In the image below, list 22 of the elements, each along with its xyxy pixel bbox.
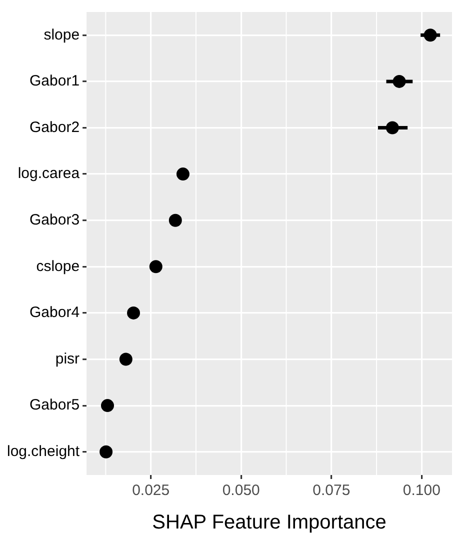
y-tick-label: Gabor1 (30, 72, 80, 90)
point (100, 445, 113, 458)
x-tick-label: 0.025 (132, 482, 170, 500)
point (101, 399, 114, 412)
x-tick-label: 0.075 (312, 482, 350, 500)
point (119, 352, 132, 366)
point (168, 214, 182, 227)
x-tick-label: 0.100 (402, 482, 440, 500)
y-tick-label: pisr (55, 350, 80, 368)
y-tick-label: cslope (36, 258, 80, 275)
x-tick-label: 0.050 (222, 482, 260, 500)
y-tick-label: Gabor3 (30, 211, 80, 228)
point (149, 260, 162, 274)
y-tick-label: log.carea (18, 165, 80, 182)
point (176, 168, 190, 181)
y-tick-label: Gabor2 (30, 118, 80, 136)
y-tick-label: Gabor5 (30, 396, 80, 414)
y-tick-label: slope (44, 26, 80, 44)
point (127, 306, 140, 320)
y-tick-label: Gabor4 (30, 304, 80, 322)
y-tick-label: log.cheight (6, 442, 80, 460)
x-axis-title: SHAP Feature Importance (152, 512, 386, 534)
